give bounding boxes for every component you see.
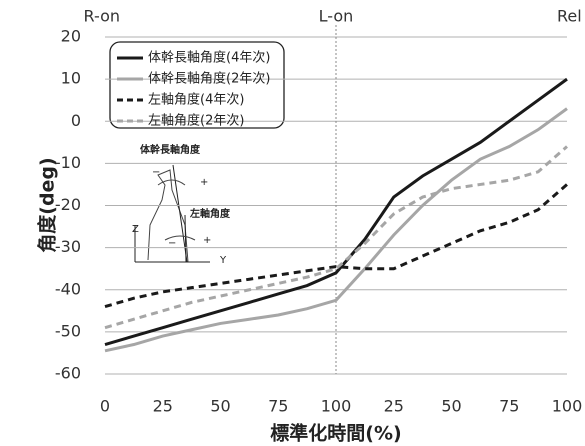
- x-axis-label: 標準化時間(%): [270, 422, 401, 445]
- annotation: −: [152, 167, 160, 178]
- x-tick-label: 50: [210, 397, 230, 416]
- annotation: +: [203, 235, 211, 246]
- y-tick-label: 0: [71, 111, 81, 130]
- annotation: −: [168, 238, 176, 249]
- legend-label: 体幹長軸角度(4年次): [148, 50, 270, 66]
- y-tick-label: -30: [55, 237, 81, 256]
- x-tick-label: 100: [321, 397, 352, 416]
- legend-label: 左軸角度(4年次): [148, 92, 244, 108]
- x-tick-label: 75: [268, 397, 288, 416]
- phase-label: L-on: [319, 7, 354, 26]
- x-tick-label: 100: [552, 397, 583, 416]
- legend-label: 体幹長軸角度(2年次): [148, 71, 270, 87]
- phase-label: R-on: [84, 7, 120, 26]
- legend-label: 左軸角度(2年次): [148, 113, 244, 129]
- annotation: Z: [132, 224, 139, 235]
- y-tick-label: -10: [55, 153, 81, 172]
- phase-label: Rel: [557, 7, 582, 26]
- y-tick-label: 10: [61, 69, 81, 88]
- annotation: Y: [219, 255, 227, 266]
- annotation: 体幹長軸角度: [140, 143, 201, 156]
- y-tick-label: 20: [61, 27, 81, 46]
- y-tick-label: -50: [55, 321, 81, 340]
- annotation: 左軸角度: [189, 207, 231, 220]
- x-tick-label: 25: [384, 397, 404, 416]
- x-tick-label: 50: [441, 397, 461, 416]
- x-tick-label: 0: [100, 397, 110, 416]
- x-tick-label: 25: [153, 397, 173, 416]
- x-tick-label: 75: [499, 397, 519, 416]
- y-tick-label: -20: [55, 195, 81, 214]
- y-tick-label: -40: [55, 279, 81, 298]
- chart: 角度(deg) 標準化時間(%) 20100-10-20-30-40-50-60…: [0, 0, 585, 446]
- annotation: +: [200, 177, 208, 188]
- y-tick-label: -60: [55, 364, 81, 383]
